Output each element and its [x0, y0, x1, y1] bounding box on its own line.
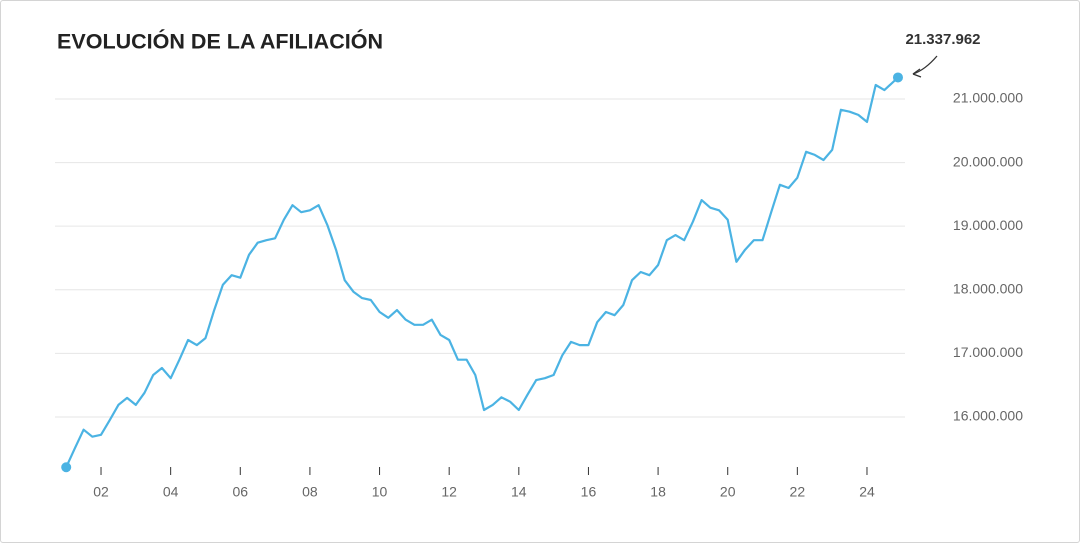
end-dot	[892, 72, 903, 83]
x-tick-label: 18	[650, 484, 666, 500]
y-tick-label: 16.000.000	[953, 408, 1023, 424]
x-tick-label: 12	[441, 484, 457, 500]
line	[65, 76, 899, 468]
y-tick-label: 20.000.000	[953, 153, 1023, 169]
x-tick-label: 10	[372, 484, 388, 500]
x-tick-label: 04	[163, 484, 179, 500]
y-tick-label: 21.000.000	[953, 90, 1023, 106]
x-tick-label: 16	[581, 484, 597, 500]
value-label: 21.337.962	[905, 31, 980, 48]
y-tick-label: 17.000.000	[953, 344, 1023, 360]
x-tick-label: 22	[790, 484, 806, 500]
end-dot	[61, 462, 72, 473]
chart-title: EVOLUCIÓN DE LA AFILIACIÓN	[57, 30, 383, 54]
y-tick-label: 19.000.000	[953, 217, 1023, 233]
x-tick-label: 14	[511, 484, 527, 500]
x-tick-label: 20	[720, 484, 736, 500]
annotation-arrowhead	[912, 68, 922, 78]
x-tick-label: 06	[232, 484, 248, 500]
x-tick-label: 08	[302, 484, 318, 500]
x-tick-label: 02	[93, 484, 109, 500]
x-tick-label: 24	[859, 484, 875, 500]
y-tick-label: 18.000.000	[953, 280, 1023, 296]
